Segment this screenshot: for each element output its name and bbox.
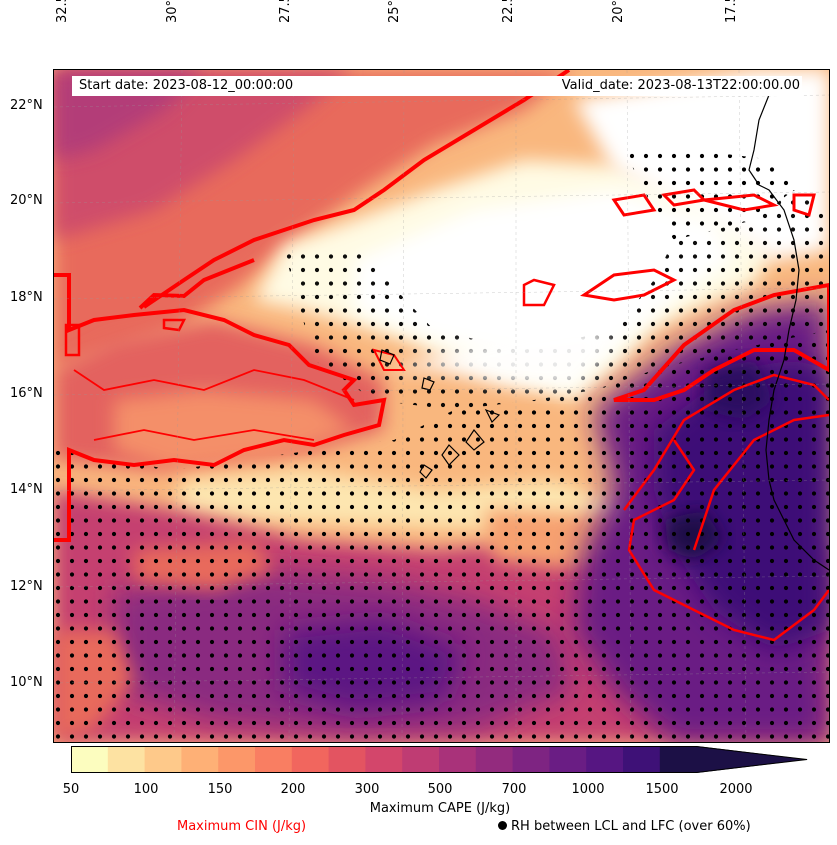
colorbar-segment xyxy=(439,746,477,773)
lon-label-20w: 20°W xyxy=(611,0,626,23)
colorbar-tick-100: 100 xyxy=(133,782,159,797)
colorbar-segment xyxy=(549,746,587,773)
lon-label-17-5w: 17.5°W xyxy=(724,0,739,23)
colorbar-segment xyxy=(623,746,661,773)
map-panel xyxy=(53,69,830,743)
cin-legend: Maximum CIN (J/kg) xyxy=(177,819,307,834)
rh-dot-icon xyxy=(498,821,507,830)
lat-label-16n: 16°N xyxy=(10,386,43,401)
coastline xyxy=(379,94,829,571)
colorbar-segment xyxy=(512,746,550,773)
colorbar-segment xyxy=(402,746,440,773)
valid-date: Valid_date: 2023-08-13T22:00:00.00 xyxy=(561,78,800,93)
colorbar-segment xyxy=(144,746,182,773)
lon-label-32-5w: 32.5°W xyxy=(55,0,70,23)
lat-label-14n: 14°N xyxy=(10,482,43,497)
colorbar-outline xyxy=(71,746,808,773)
colorbar-tick-700: 700 xyxy=(501,782,527,797)
cape-colorbar xyxy=(71,746,808,773)
colorbar-segment xyxy=(107,746,146,773)
cape-clear-patches xyxy=(384,320,614,390)
rh-legend: RH between LCL and LFC (over 60%) xyxy=(498,819,751,834)
colorbar-tick-500: 500 xyxy=(427,782,453,797)
colorbar-tick-200: 200 xyxy=(280,782,306,797)
lat-label-10n: 10°N xyxy=(10,675,43,690)
cape-field xyxy=(54,70,829,742)
colorbar-tick-150: 150 xyxy=(207,782,233,797)
colorbar-segment xyxy=(365,746,403,773)
colorbar-segment xyxy=(586,746,624,773)
date-header: Start date: 2023-08-12_00:00:00 Valid_da… xyxy=(72,76,802,96)
colorbar-segment xyxy=(255,746,293,773)
colorbar-tick-50: 50 xyxy=(62,782,80,797)
lon-label-25w: 25°W xyxy=(387,0,402,23)
colorbar-segment xyxy=(475,746,514,773)
lon-label-30w: 30°W xyxy=(165,0,180,23)
lon-label-27-5w: 27.5°W xyxy=(278,0,293,23)
lat-label-22n: 22°N xyxy=(10,98,43,113)
colorbar-tick-1000: 1000 xyxy=(571,782,605,797)
colorbar-tick-1500: 1500 xyxy=(645,782,679,797)
lat-label-20n: 20°N xyxy=(10,193,43,208)
colorbar-tick-300: 300 xyxy=(354,782,380,797)
rh-legend-label: RH between LCL and LFC (over 60%) xyxy=(511,819,751,834)
lat-label-18n: 18°N xyxy=(10,290,43,305)
lon-label-22-5w: 22.5°W xyxy=(501,0,516,23)
colorbar-segment xyxy=(71,746,109,773)
start-date: Start date: 2023-08-12_00:00:00 xyxy=(79,78,294,93)
gridlines xyxy=(54,70,829,742)
colorbar-segment xyxy=(218,746,256,773)
colorbar-segment xyxy=(328,746,366,773)
rh-stippling xyxy=(54,150,829,742)
lat-label-12n: 12°N xyxy=(10,579,43,594)
colorbar-label: Maximum CAPE (J/kg) xyxy=(369,801,511,816)
colorbar-segment xyxy=(659,746,808,773)
colorbar-tick-2000: 2000 xyxy=(719,782,753,797)
colorbar-segment xyxy=(181,746,219,773)
cin-contours xyxy=(54,70,829,642)
colorbar-segment xyxy=(291,746,330,773)
